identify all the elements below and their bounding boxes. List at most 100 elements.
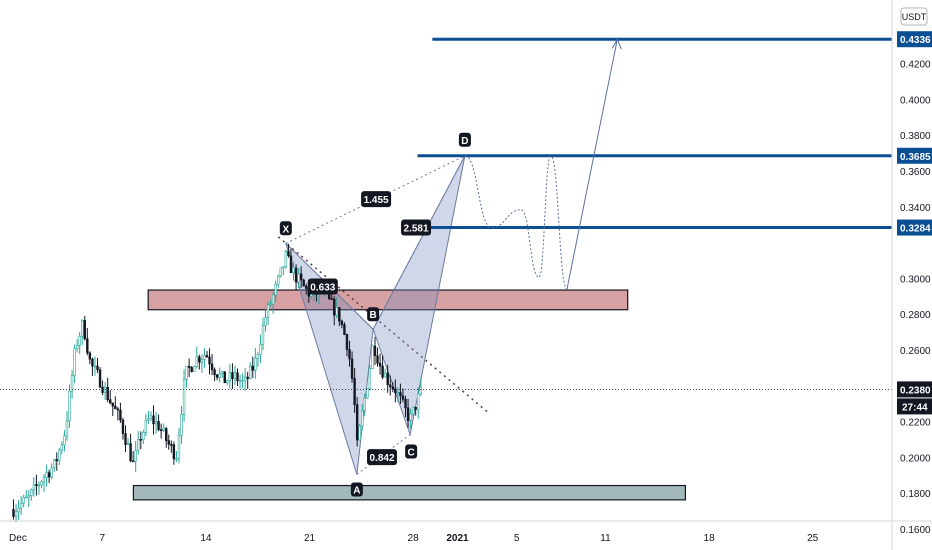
candle-body	[40, 481, 43, 486]
point-label-a: A	[353, 485, 360, 496]
candle-body	[361, 410, 364, 427]
candle-body	[30, 489, 33, 496]
countdown-badge	[897, 398, 932, 415]
candle-body	[233, 372, 237, 380]
candle-body	[203, 355, 206, 360]
support-zone[interactable]	[132, 484, 687, 501]
candle-body	[391, 386, 394, 390]
candle-body	[187, 365, 191, 368]
trendline[interactable]	[277, 236, 491, 415]
point-label-b: B	[370, 310, 377, 321]
candle-body	[292, 267, 295, 274]
candle-body	[83, 320, 86, 340]
candle-body	[37, 484, 41, 487]
candle-body	[236, 372, 239, 381]
candle-body	[396, 392, 400, 394]
candle-body	[96, 365, 99, 371]
x-tick-label: 14	[200, 533, 212, 544]
x-tick-label: 11	[600, 533, 611, 544]
ratio-badge	[307, 278, 338, 295]
candle-body	[335, 307, 338, 316]
price-level-label: 0.3284	[900, 224, 931, 235]
point-label-d: D	[461, 136, 468, 147]
candle-body	[399, 392, 402, 397]
candle-body	[193, 366, 196, 372]
candle-body	[251, 365, 254, 371]
candle-body	[246, 376, 249, 379]
candle-body	[205, 355, 209, 358]
candle-body	[165, 428, 168, 441]
candle-body	[58, 449, 61, 462]
candle-body	[401, 395, 405, 400]
projection-path	[464, 155, 568, 290]
candle-body	[53, 459, 56, 469]
candle-body	[264, 317, 267, 326]
candle-body	[137, 439, 140, 451]
candle-body	[350, 358, 354, 379]
candle-body	[35, 484, 38, 487]
candle-body	[223, 371, 226, 384]
candle-body	[134, 449, 137, 462]
y-tick-label: 0.4000	[900, 95, 931, 106]
candle-body	[389, 384, 392, 388]
pattern-ratio-line-ac	[356, 434, 411, 475]
ratio-label: 0.633	[310, 282, 335, 293]
point-c-badge	[405, 444, 418, 459]
candle-body	[284, 251, 288, 267]
candle-body	[394, 388, 397, 394]
price-level-badge	[897, 147, 932, 164]
candle-body	[50, 467, 53, 478]
y-tick-label: 0.2200	[900, 418, 931, 429]
candle-body	[103, 386, 107, 393]
candle-body	[121, 419, 125, 434]
candle-body	[274, 283, 277, 296]
candle-body	[269, 303, 272, 306]
candle-body	[373, 345, 377, 357]
point-label-c: C	[408, 448, 415, 459]
candle-body	[305, 285, 308, 289]
candle-body	[243, 376, 247, 381]
candle-body	[200, 359, 204, 363]
x-tick-label: 25	[807, 533, 819, 544]
candle-body	[343, 324, 346, 335]
x-tick-label: 21	[304, 533, 316, 544]
currency-label: USDT	[902, 12, 927, 22]
candle-body	[101, 386, 104, 393]
y-tick-label: 0.1600	[900, 525, 931, 536]
y-tick-label: 0.4200	[900, 60, 931, 71]
y-tick-label: 0.2000	[900, 453, 931, 464]
price-level-badge	[897, 219, 932, 236]
candle-body	[116, 408, 120, 411]
candle-body	[358, 425, 361, 441]
candle-body	[218, 373, 221, 378]
point-label-x: X	[282, 224, 289, 235]
current-price-label: 0.2380	[900, 385, 931, 396]
candle-body	[170, 444, 173, 446]
candle-body	[266, 304, 270, 318]
candle-body	[355, 404, 359, 441]
price-level-label: 0.4336	[900, 35, 931, 46]
candle-body	[294, 267, 298, 283]
candle-body	[208, 356, 211, 365]
candle-body	[297, 273, 300, 283]
candle-body	[353, 378, 356, 405]
candle-body	[60, 444, 64, 451]
candle-body	[75, 345, 79, 350]
candle-body	[12, 509, 15, 517]
candle-body	[241, 379, 244, 382]
candle-body	[261, 325, 265, 345]
candle-body	[93, 365, 97, 368]
pattern-bcd-triangle[interactable]	[372, 155, 466, 437]
candle-body	[363, 397, 366, 412]
candle-body	[348, 349, 351, 360]
candle-body	[159, 429, 163, 431]
candle-body	[228, 372, 232, 381]
currency-badge[interactable]	[900, 7, 928, 26]
candle-body	[109, 399, 112, 404]
candle-body	[381, 365, 384, 378]
candle-body	[47, 472, 51, 478]
ratio-badge	[361, 191, 392, 208]
candle-body	[119, 409, 122, 421]
